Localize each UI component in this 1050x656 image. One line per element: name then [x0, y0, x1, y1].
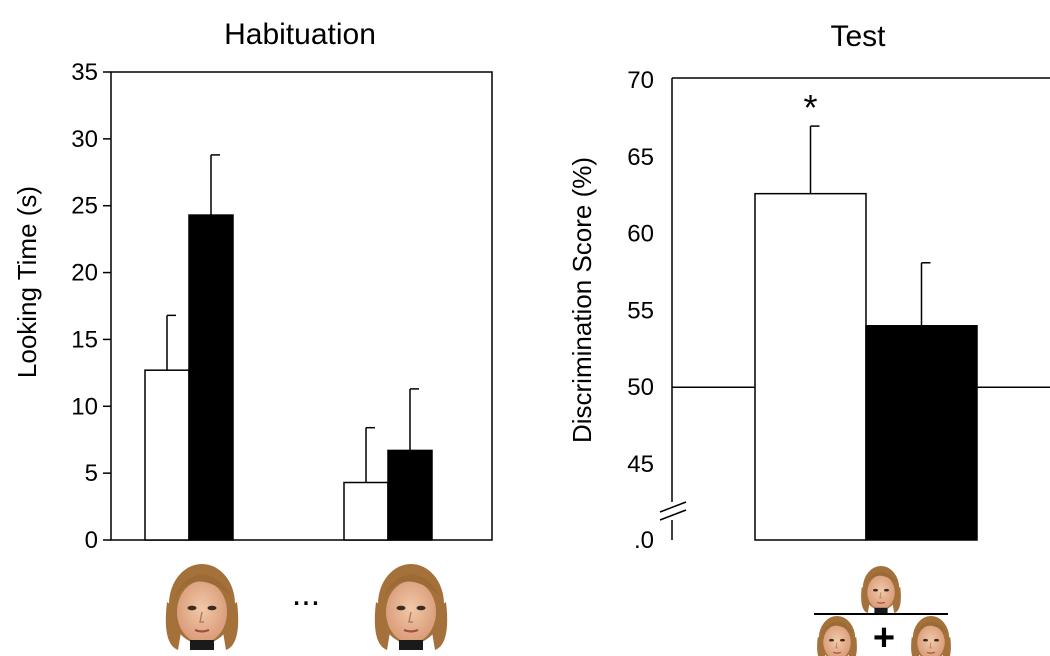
- bar: [343, 481, 389, 541]
- plus-sign: +: [873, 617, 895, 656]
- bar: [865, 325, 978, 541]
- face-icon: [860, 565, 902, 614]
- habituation-panel: Habituation Looking Time (s) 0 5 10 15 20 25 3…: [12, 18, 493, 652]
- test-title: Test: [830, 20, 886, 53]
- y-tick-label: .0: [634, 527, 654, 554]
- y-tick-label: 20: [71, 260, 98, 287]
- face-icon: [164, 562, 240, 652]
- bar: [387, 449, 433, 541]
- significance-asterisk: *: [803, 87, 817, 128]
- test-y-axis-label: Discrimination Score (%): [567, 157, 597, 443]
- habituation-plot-frame: [110, 71, 493, 541]
- y-tick-label: 10: [71, 393, 98, 420]
- y-tick-label: 65: [627, 144, 654, 171]
- y-tick-label: 50: [627, 374, 654, 401]
- bar: [754, 192, 867, 541]
- y-tick-label: 60: [627, 221, 654, 248]
- y-tick-label: 25: [71, 193, 98, 220]
- habituation-y-axis-label: Looking Time (s): [12, 186, 42, 378]
- y-tick-label: 15: [71, 326, 98, 353]
- y-tick-label: 55: [627, 297, 654, 324]
- y-tick-label: 35: [71, 59, 98, 86]
- face-icon: [910, 615, 952, 656]
- y-tick-label: 30: [71, 126, 98, 153]
- bar: [144, 369, 190, 541]
- bar: [188, 214, 234, 541]
- ellipsis-label: ...: [292, 575, 320, 613]
- axis-break-mark: [659, 501, 687, 521]
- y-tick-label: 0: [85, 527, 98, 554]
- face-icon: [373, 562, 449, 652]
- habituation-title: Habituation: [224, 18, 376, 51]
- y-tick-label: 45: [627, 451, 654, 478]
- y-tick-label: 5: [85, 460, 98, 487]
- test-panel: Test Discrimination Score (%) .0 45 50 55 60…: [567, 20, 1050, 656]
- y-tick-label: 70: [627, 67, 654, 94]
- face-icon: [816, 615, 858, 656]
